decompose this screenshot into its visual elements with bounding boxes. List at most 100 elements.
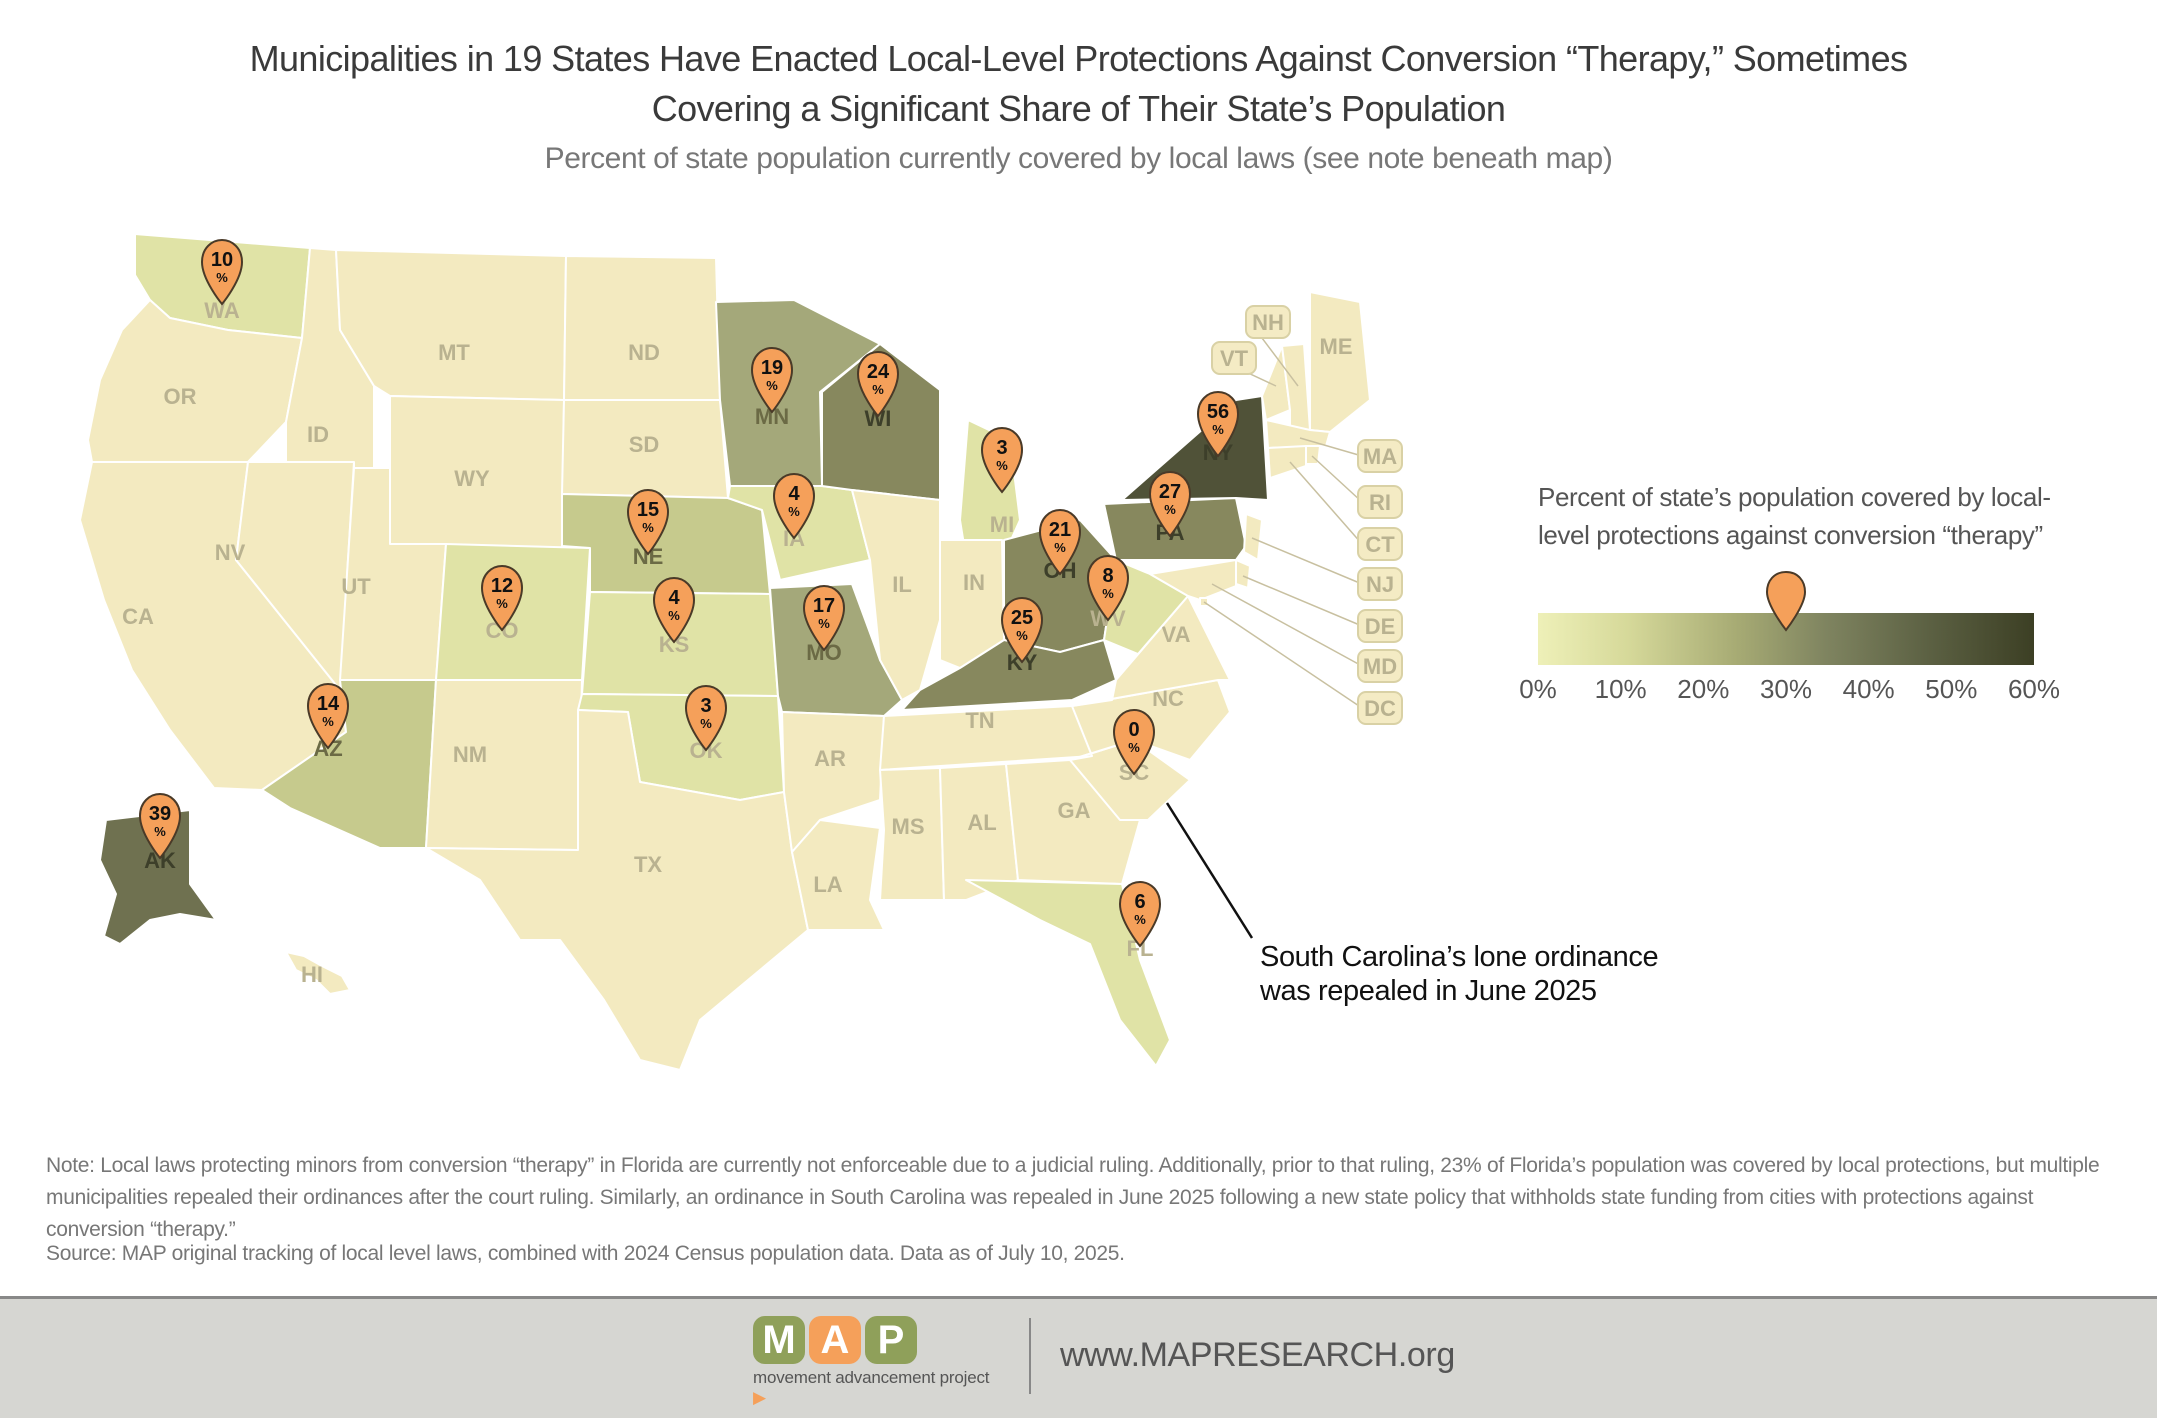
- state-mo[interactable]: [769, 583, 903, 717]
- state-abbr-hi: HI: [301, 962, 323, 987]
- footer-url-link[interactable]: www.MAPRESEARCH.org: [1060, 1336, 1455, 1374]
- state-label-box-nh[interactable]: NH: [1245, 305, 1291, 339]
- leader-line-ri: [1311, 455, 1363, 503]
- state-abbr-tx: TX: [634, 852, 662, 877]
- sc-annotation: South Carolina’s lone ordinance was repe…: [1260, 940, 1659, 1008]
- logo-letter-p: P: [865, 1316, 917, 1364]
- state-ms[interactable]: [879, 767, 945, 901]
- map-pin-icon: [856, 350, 900, 418]
- pin-ky[interactable]: 25%: [1000, 596, 1044, 664]
- pin-pa[interactable]: 27%: [1148, 470, 1192, 538]
- annotation-line-2: was repealed in June 2025: [1260, 975, 1597, 1007]
- state-abbr-dc: DC: [1364, 696, 1396, 721]
- state-label-box-md[interactable]: MD: [1357, 649, 1403, 683]
- pin-ny[interactable]: 56%: [1196, 390, 1240, 458]
- state-label-box-ri[interactable]: RI: [1357, 485, 1403, 519]
- state-nd[interactable]: [563, 255, 721, 401]
- state-ny[interactable]: [1121, 395, 1269, 501]
- state-ct[interactable]: [1267, 445, 1307, 479]
- pin-wa[interactable]: 10%: [200, 238, 244, 306]
- state-label-box-ct[interactable]: CT: [1357, 527, 1403, 561]
- state-label-box-ma[interactable]: MA: [1357, 439, 1403, 473]
- map-subtitle: Percent of state population currently co…: [544, 142, 1613, 175]
- map-pin-icon: [684, 684, 728, 752]
- logo-letter-m: M: [753, 1316, 805, 1364]
- pin-value-co: 12: [491, 575, 513, 597]
- state-va[interactable]: [1071, 595, 1231, 707]
- title-line-1: Municipalities in 19 States Have Enacted…: [249, 38, 1908, 79]
- state-il[interactable]: [851, 489, 941, 701]
- pin-percent-ia: %: [788, 504, 800, 519]
- pin-mi[interactable]: 3%: [980, 426, 1024, 494]
- pin-oh[interactable]: 21%: [1038, 508, 1082, 576]
- state-nh[interactable]: [1281, 343, 1311, 431]
- pin-sc[interactable]: 0%: [1112, 708, 1156, 776]
- pin-ak[interactable]: 39%: [138, 792, 182, 860]
- pin-mo[interactable]: 17%: [802, 584, 846, 652]
- state-label-box-nj[interactable]: NJ: [1357, 567, 1403, 601]
- pin-az[interactable]: 14%: [306, 682, 350, 750]
- map-pin-icon: [200, 238, 244, 306]
- pin-ks[interactable]: 4%: [652, 576, 696, 644]
- state-abbr-or: OR: [164, 384, 197, 409]
- state-ma[interactable]: [1265, 419, 1331, 449]
- legend-marker-pin-icon: [1765, 570, 1807, 632]
- state-nm[interactable]: [425, 679, 583, 851]
- map-pin-icon: [772, 472, 816, 540]
- legend-tick-6: 60%: [2007, 674, 2061, 704]
- pin-value-wv: 8: [1102, 565, 1113, 587]
- state-la[interactable]: [791, 819, 885, 931]
- pin-wi[interactable]: 24%: [856, 350, 900, 418]
- state-abbr-ar: AR: [814, 746, 846, 771]
- legend: Percent of state’s population covered by…: [1519, 478, 2098, 704]
- pin-value-sc: 0: [1128, 719, 1139, 741]
- leader-line-dc: [1203, 601, 1363, 709]
- state-abbr-nm: NM: [453, 742, 487, 767]
- map-pin-icon: [306, 682, 350, 750]
- state-abbr-il: IL: [892, 572, 912, 597]
- pin-value-mo: 17: [813, 595, 835, 617]
- state-abbr-ri: RI: [1369, 490, 1391, 515]
- state-label-box-de[interactable]: DE: [1357, 609, 1403, 643]
- state-mt[interactable]: [335, 249, 567, 401]
- title-line-2: Covering a Significant Share of Their St…: [651, 88, 1506, 129]
- pin-value-wi: 24: [867, 361, 890, 383]
- map-pin-icon: [626, 488, 670, 556]
- pin-ne[interactable]: 15%: [626, 488, 670, 556]
- state-tx[interactable]: [425, 709, 809, 1071]
- footer-rule: [0, 1296, 2157, 1299]
- map-pin-icon: [750, 346, 794, 414]
- pin-percent-ok: %: [700, 716, 712, 731]
- state-abbr-ga: GA: [1058, 798, 1091, 823]
- state-label-box-dc[interactable]: DC: [1357, 691, 1403, 725]
- state-abbr-vt: VT: [1220, 346, 1249, 371]
- pin-mn[interactable]: 19%: [750, 346, 794, 414]
- state-label-box-vt[interactable]: VT: [1211, 341, 1257, 375]
- state-abbr-tn: TN: [965, 708, 994, 733]
- state-abbr-sd: SD: [629, 432, 660, 457]
- state-me[interactable]: [1309, 291, 1371, 433]
- state-md[interactable]: [1149, 559, 1237, 601]
- pin-percent-oh: %: [1054, 540, 1066, 555]
- pin-ok[interactable]: 3%: [684, 684, 728, 752]
- state-de[interactable]: [1235, 559, 1251, 589]
- state-abbr-mi: MI: [990, 512, 1014, 537]
- legend-ticks: 0% 10% 20% 30% 40% 50% 60%: [1519, 666, 2098, 706]
- state-ga[interactable]: [1005, 759, 1141, 885]
- state-ak[interactable]: [99, 809, 217, 945]
- pin-wv[interactable]: 8%: [1086, 554, 1130, 622]
- pin-percent-ky: %: [1016, 628, 1028, 643]
- state-nj[interactable]: [1243, 513, 1263, 561]
- play-triangle-icon: ▶: [753, 1388, 766, 1407]
- state-hi[interactable]: [285, 951, 351, 995]
- state-abbr-in: IN: [963, 570, 985, 595]
- pin-ia[interactable]: 4%: [772, 472, 816, 540]
- footer-divider: [1029, 1318, 1031, 1394]
- pin-value-az: 14: [317, 693, 340, 715]
- pin-fl[interactable]: 6%: [1118, 880, 1162, 948]
- map-pin-icon: [802, 584, 846, 652]
- pin-co[interactable]: 12%: [480, 564, 524, 632]
